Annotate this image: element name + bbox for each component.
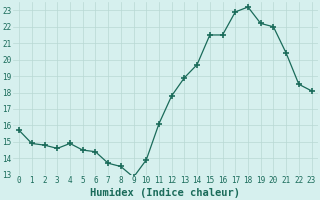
X-axis label: Humidex (Indice chaleur): Humidex (Indice chaleur) [90,188,240,198]
